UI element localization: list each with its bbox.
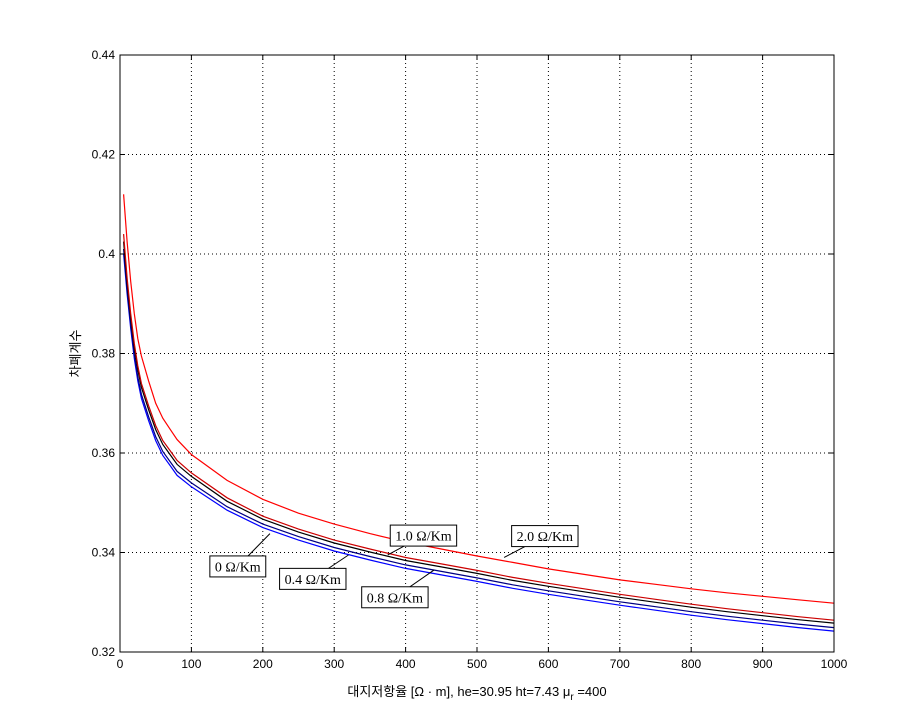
series-layer (123, 194, 835, 632)
annotation-label: 0 Ω/Km (215, 560, 261, 575)
annotation-frame (511, 525, 579, 548)
y-axis-label: 차폐계수 (68, 330, 83, 378)
x-tick-label: 1000 (821, 657, 848, 671)
annotation-box: 0 Ω/Km (209, 555, 267, 578)
grid-layer (120, 55, 834, 652)
annotation-frame (361, 586, 429, 609)
x-tick-label: 300 (324, 657, 344, 671)
series-line-1-0 (123, 234, 835, 621)
x-tick-label: 900 (753, 657, 773, 671)
annotation-frame (389, 524, 458, 547)
tick-layer: 0 100 200 300 400 500 600 700 800 900 1000 0.32 0.34… (92, 48, 848, 671)
annotation-box: 0.4 Ω/Km (279, 567, 347, 590)
x-tick-label: 200 (253, 657, 273, 671)
annotation-label: 0.4 Ω/Km (285, 573, 341, 588)
x-tick-label: 600 (538, 657, 558, 671)
annotation-label: 0.8 Ω/Km (367, 591, 423, 606)
y-tick-label: 0.32 (92, 645, 116, 659)
annotation-layer: 0 Ω/Km 0.4 Ω/Km 0.8 Ω/Km 1.0 Ω/Km 2.0 Ω/Km (209, 524, 579, 609)
y-tick-label: 0.34 (92, 546, 116, 560)
x-tick-label: 400 (396, 657, 416, 671)
series-line-2-0 (123, 194, 835, 604)
annotation-label: 1.0 Ω/Km (395, 530, 451, 545)
x-tick-label: 800 (681, 657, 701, 671)
y-tick-label: 0.38 (92, 347, 116, 361)
y-tick-label: 0.44 (92, 48, 116, 62)
series-line-0-4 (123, 248, 835, 629)
x-tick-label: 500 (467, 657, 487, 671)
annotation-box: 1.0 Ω/Km (389, 524, 458, 547)
annotation-label: 2.0 Ω/Km (517, 530, 573, 545)
x-axis-label-main: 대지저항율 [Ω · m], he=30.95 ht=7.43 μ (347, 684, 570, 699)
y-tick-label: 0.42 (92, 148, 116, 162)
y-tick-label: 0.36 (92, 446, 116, 460)
annotation-frame (209, 555, 267, 578)
x-tick-label: 100 (181, 657, 201, 671)
x-axis-label-tail: =400 (574, 684, 607, 699)
x-axis-label: 대지저항율 [Ω · m], he=30.95 ht=7.43 μr =400 (347, 684, 606, 703)
x-axis-label-sub: r (570, 692, 574, 703)
annotation-box: 0.8 Ω/Km (361, 586, 429, 609)
x-tick-label: 0 (117, 657, 124, 671)
series-line-0 (123, 253, 835, 632)
series-line-0-8 (123, 241, 835, 624)
annotation-box: 2.0 Ω/Km (511, 525, 579, 548)
y-tick-label: 0.4 (98, 247, 115, 261)
annotation-frame (279, 567, 347, 590)
x-tick-label: 700 (610, 657, 630, 671)
